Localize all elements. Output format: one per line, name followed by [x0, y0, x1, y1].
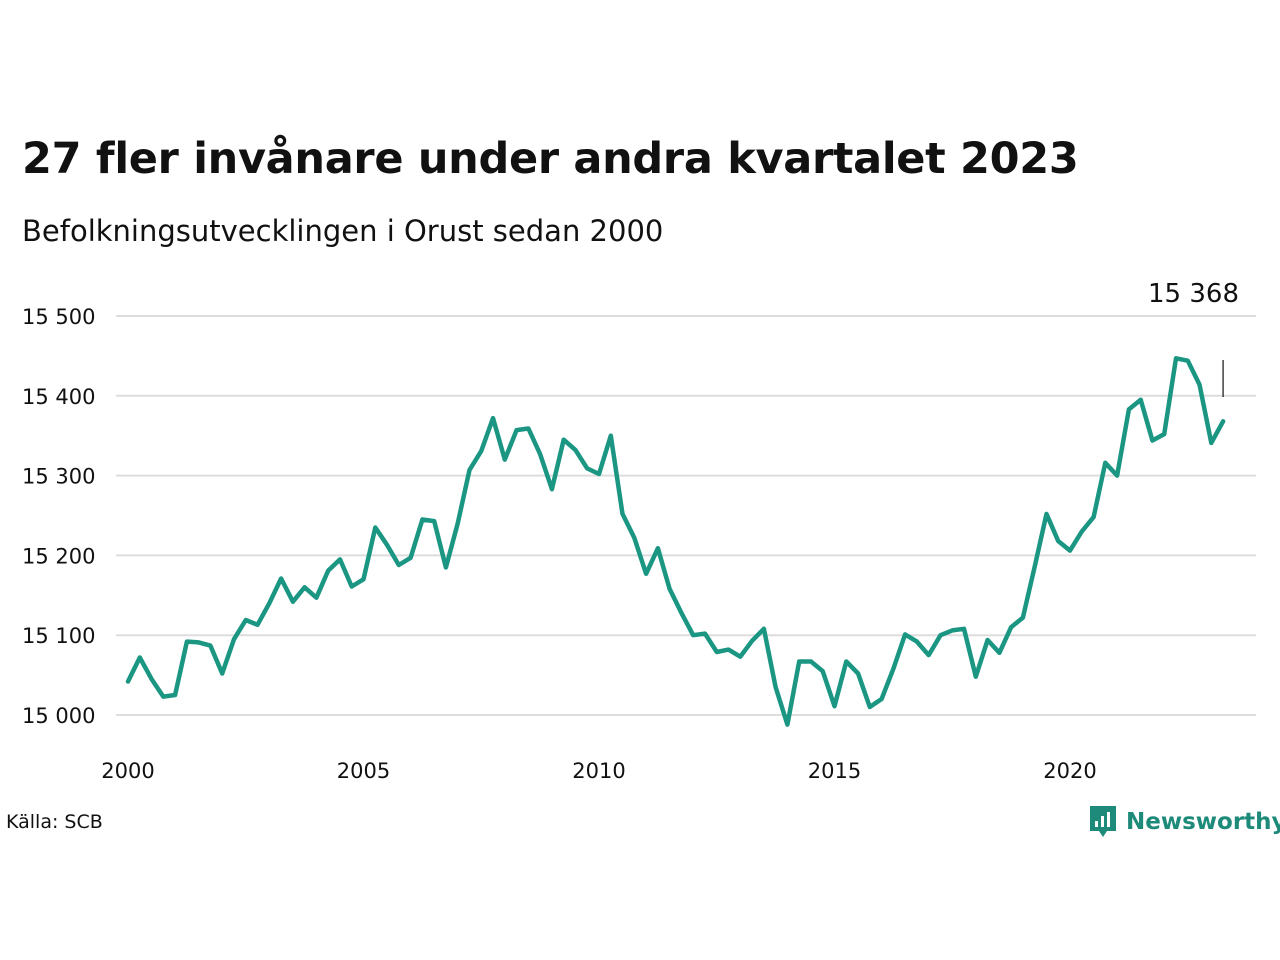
y-tick-label: 15 500 — [22, 305, 95, 329]
annotation: 15 368 — [1148, 279, 1239, 397]
line-chart: 15 000 15 100 15 200 15 300 15 400 15 500 200… — [22, 279, 1256, 783]
series-line — [125, 356, 1226, 727]
y-tick-label: 15 200 — [22, 544, 95, 568]
x-tick-label: 2020 — [1043, 759, 1096, 783]
y-tick-label: 15 300 — [22, 465, 95, 489]
series — [125, 356, 1226, 727]
annotation-label: 15 368 — [1148, 279, 1239, 309]
source-note: Källa: SCB — [6, 811, 103, 833]
x-tick-label: 2005 — [337, 759, 390, 783]
y-tick-label: 15 400 — [22, 385, 95, 409]
newsworthy-logo-icon — [1090, 806, 1116, 837]
x-tick-label: 2015 — [808, 759, 861, 783]
gridlines — [116, 315, 1256, 716]
brand-name: Newsworthy — [1126, 809, 1280, 835]
chart-title: 27 fler invånare under andra kvartalet 2… — [22, 134, 1079, 184]
x-tick-label: 2010 — [572, 759, 625, 783]
y-tick-label: 15 000 — [22, 704, 95, 728]
x-tick-label: 2000 — [101, 759, 154, 783]
y-tick-label: 15 100 — [22, 624, 95, 648]
y-axis: 15 000 15 100 15 200 15 300 15 400 15 500 — [22, 305, 95, 728]
brand-logo: Newsworthy — [1088, 804, 1280, 840]
chart-subtitle: Befolkningsutvecklingen i Orust sedan 20… — [22, 214, 664, 248]
x-axis: 2000 2005 2010 2015 2020 — [101, 759, 1096, 783]
